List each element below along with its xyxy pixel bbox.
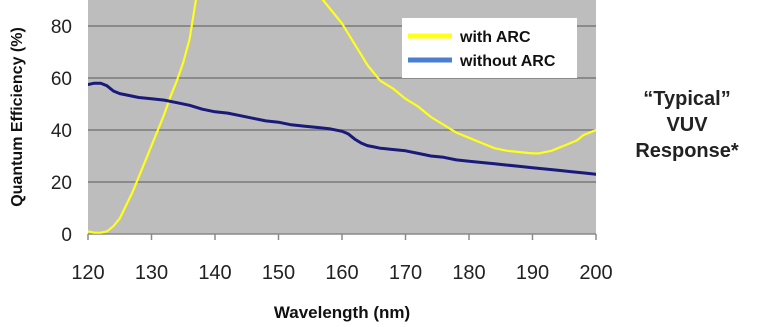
note-line-3: Response* <box>635 140 739 162</box>
legend-box <box>402 18 577 78</box>
legend-label: without ARC <box>459 53 556 70</box>
legend: with ARC without ARC <box>402 18 577 78</box>
x-tick-label: 180 <box>452 262 485 284</box>
series-line-with-arc <box>88 0 596 234</box>
x-tick-label: 150 <box>262 262 295 284</box>
y-tick-label: 20 <box>51 173 72 194</box>
typical-vuv-response-note: “Typical” VUV Response* <box>612 86 762 164</box>
x-tick-label: 200 <box>579 262 612 284</box>
x-tick-label: 120 <box>71 262 104 284</box>
x-axis-label: Wavelength (nm) <box>274 303 410 322</box>
note-line-1: “Typical” <box>643 88 731 110</box>
x-tick-label: 170 <box>389 262 422 284</box>
series-group <box>88 0 596 234</box>
legend-label: with ARC <box>459 29 531 46</box>
series-line-without-arc <box>88 81 596 176</box>
x-tick-label: 190 <box>516 262 549 284</box>
x-tick-label: 160 <box>325 262 358 284</box>
y-tick-label: 0 <box>61 225 72 246</box>
x-tick-label: 140 <box>198 262 231 284</box>
y-axis-label: Quantum Efficiency (%) <box>9 27 26 207</box>
x-axis: 120 130 140 150 160 170 180 190 200 <box>71 233 612 284</box>
y-axis: 0 20 40 60 80 <box>51 17 72 246</box>
y-tick-label: 40 <box>51 121 72 142</box>
quantum-efficiency-chart: 120 130 140 150 160 170 180 190 200 0 20 40 60 80 wi… <box>9 0 612 322</box>
y-tick-label: 60 <box>51 69 72 90</box>
y-tick-label: 80 <box>51 17 72 38</box>
note-line-2: VUV <box>666 114 708 136</box>
x-tick-label: 130 <box>135 262 168 284</box>
